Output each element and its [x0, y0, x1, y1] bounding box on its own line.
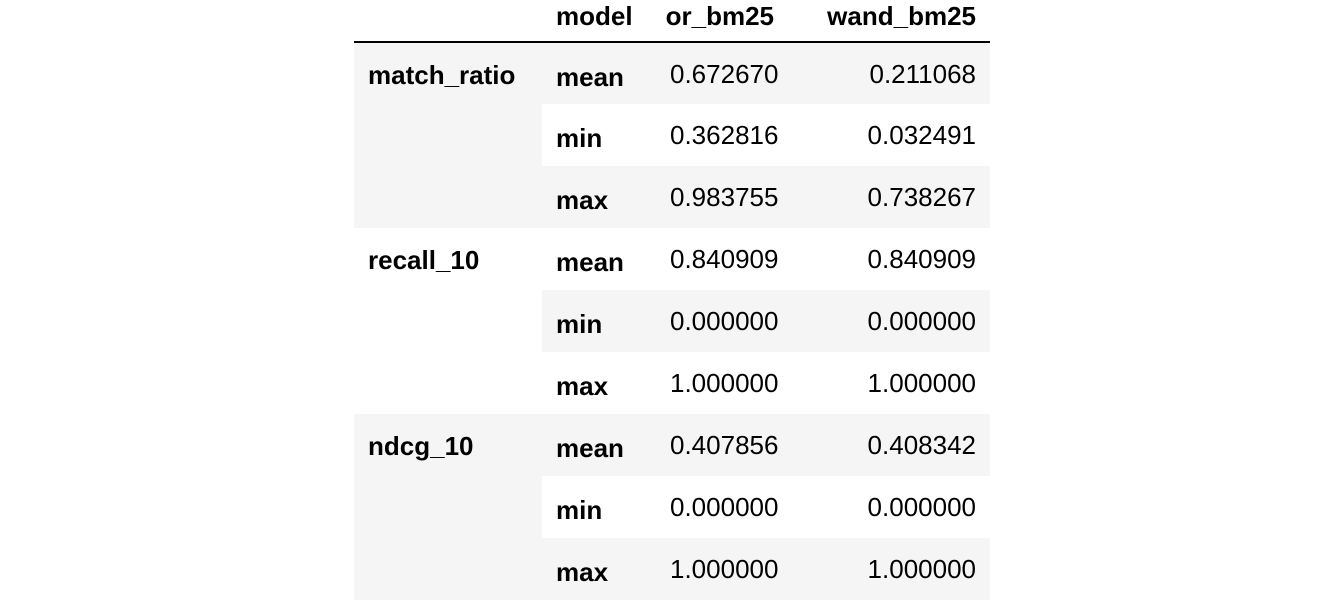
- table-row: max 0.983755 0.738267: [354, 166, 990, 228]
- table-header: model or_bm25 wand_bm25: [354, 0, 990, 43]
- stat-label: mean: [542, 228, 656, 290]
- stat-label: max: [542, 352, 656, 414]
- table-row: min 0.000000 0.000000: [354, 476, 990, 538]
- cell-wand-bm25: 1.000000: [788, 352, 990, 414]
- stat-label: mean: [542, 414, 656, 476]
- cell-or-bm25: 0.000000: [656, 290, 788, 352]
- table-row: recall_10 mean 0.840909 0.840909: [354, 228, 990, 414]
- cell-or-bm25: 0.407856: [656, 414, 788, 476]
- header-index-label: model: [542, 0, 656, 43]
- metric-label: match_ratio: [354, 42, 542, 228]
- cell-wand-bm25: 1.000000: [788, 538, 990, 600]
- table-row: match_ratio mean 0.672670 0.211068: [354, 42, 990, 228]
- stat-label: max: [542, 166, 656, 228]
- cell-wand-bm25: 0.840909: [788, 228, 990, 290]
- cell-or-bm25: 0.983755: [656, 166, 788, 228]
- cell-or-bm25: 1.000000: [656, 538, 788, 600]
- cell-or-bm25: 0.362816: [656, 104, 788, 166]
- cell-or-bm25: 0.672670: [656, 42, 788, 104]
- stats-table: model or_bm25 wand_bm25 match_ratio mean…: [354, 0, 990, 600]
- header-blank-cell: [354, 0, 542, 43]
- cell-or-bm25: 0.840909: [656, 228, 788, 290]
- metric-label: ndcg_10: [354, 414, 542, 600]
- cell-wand-bm25: 0.000000: [788, 476, 990, 538]
- stat-label: mean: [542, 42, 656, 104]
- stat-label: min: [542, 476, 656, 538]
- cell-or-bm25: 1.000000: [656, 352, 788, 414]
- cell-wand-bm25: 0.738267: [788, 166, 990, 228]
- cell-wand-bm25: 0.211068: [788, 42, 990, 104]
- metric-label: recall_10: [354, 228, 542, 414]
- cell-wand-bm25: 0.000000: [788, 290, 990, 352]
- header-column-wand-bm25: wand_bm25: [788, 0, 990, 43]
- cell-wand-bm25: 0.408342: [788, 414, 990, 476]
- table-row: ndcg_10 mean 0.407856 0.408342: [354, 414, 990, 600]
- table-row: min 0.000000 0.000000: [354, 290, 990, 352]
- stat-label: min: [542, 290, 656, 352]
- table-body: match_ratio mean 0.672670 0.211068 min 0…: [354, 42, 990, 600]
- header-column-or-bm25: or_bm25: [656, 0, 788, 43]
- table-row: min 0.362816 0.032491: [354, 104, 990, 166]
- table-row: max 1.000000 1.000000: [354, 538, 990, 600]
- dataframe-container: model or_bm25 wand_bm25 match_ratio mean…: [354, 0, 990, 600]
- cell-or-bm25: 0.000000: [656, 476, 788, 538]
- table-row: max 1.000000 1.000000: [354, 352, 990, 414]
- header-row: model or_bm25 wand_bm25: [354, 0, 990, 43]
- stat-label: min: [542, 104, 656, 166]
- cell-wand-bm25: 0.032491: [788, 104, 990, 166]
- stat-label: max: [542, 538, 656, 600]
